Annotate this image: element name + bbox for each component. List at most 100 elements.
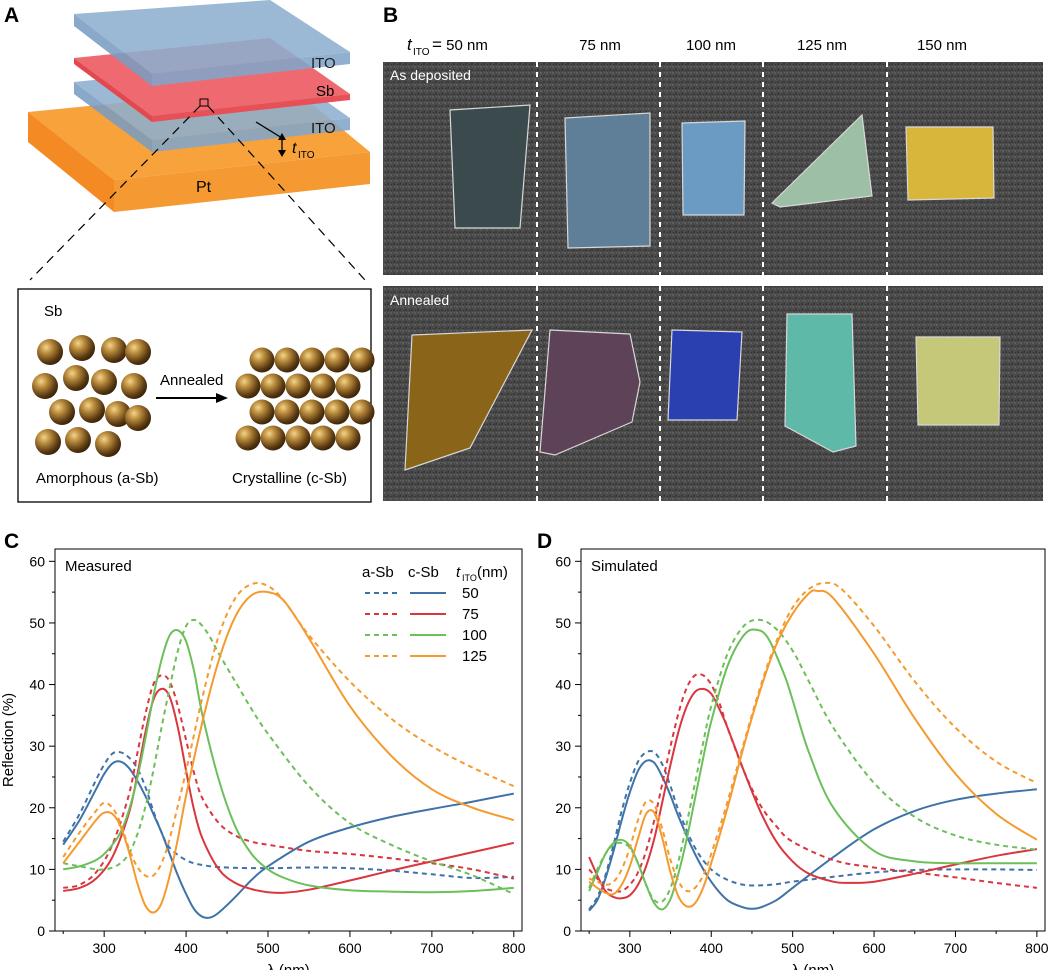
amorphous-atom (121, 373, 147, 399)
thickness-symbol: t (292, 140, 297, 157)
crystalline-atom (260, 425, 286, 451)
thickness-header: 75 nm (579, 37, 621, 54)
annealed-arrow-label: Annealed (160, 372, 223, 389)
photo-annealed: Annealed (383, 286, 1043, 501)
x-tick-label: 300 (92, 940, 116, 956)
sb-inset: Sb Annealed Amorphous (a-Sb) Crystalline… (17, 288, 375, 503)
legend-header-sub: ITO (462, 573, 477, 583)
x-tick-label: 800 (1025, 940, 1049, 956)
crystalline-atom (249, 347, 275, 373)
crystalline-atom (274, 347, 300, 373)
y-tick-label: 30 (555, 738, 571, 754)
samples-as-deposited (449, 104, 995, 249)
crystalline-atom (335, 373, 361, 399)
crystalline-caption: Crystalline (c-Sb) (232, 470, 347, 487)
panel-a: A Pt ITO Sb ITO (4, 0, 375, 503)
panel-b-label: B (383, 4, 398, 27)
crystalline-atom (285, 425, 311, 451)
crystalline-atom (249, 399, 275, 425)
amorphous-atoms (32, 335, 151, 457)
y-tick-label: 50 (555, 615, 571, 631)
plot-frame (54, 548, 523, 932)
crystalline-atom (235, 425, 261, 451)
crystalline-atom (260, 373, 286, 399)
x-tick-label: 400 (700, 940, 724, 956)
crystalline-atom (324, 347, 350, 373)
y-tick-label: 40 (29, 677, 45, 693)
thickness-header: 125 nm (797, 37, 847, 54)
sample-film (905, 126, 995, 201)
amorphous-atom (95, 431, 121, 457)
legend-header-t: t (456, 564, 461, 581)
y-tick-label: 50 (29, 615, 45, 631)
y-tick-label: 30 (29, 738, 45, 754)
thickness-subscript: ITO (298, 150, 315, 161)
y-tick-label: 20 (29, 800, 45, 816)
legend-label: 125 (462, 648, 487, 665)
zoom-line-left (29, 105, 201, 281)
x-tick-label: 700 (944, 940, 968, 956)
pt-label: Pt (196, 179, 212, 196)
thickness-indicator: t ITO (255, 121, 315, 161)
panel-c-label: C (4, 530, 19, 553)
sample-film (770, 113, 873, 208)
amorphous-atom (69, 335, 95, 361)
header-subscript: ITO (413, 47, 430, 58)
legend-header-a: a-Sb (362, 564, 394, 581)
photo-as-deposited: As deposited (383, 62, 1043, 275)
y-tick-label: 60 (555, 553, 571, 569)
sample-film (404, 329, 534, 471)
crystalline-atom (349, 347, 375, 373)
thickness-header: 150 nm (917, 37, 967, 54)
y-tick-label: 40 (555, 677, 571, 693)
crystalline-atom (235, 373, 261, 399)
amorphous-atom (101, 337, 127, 363)
y-tick-label: 20 (555, 800, 571, 816)
series-line-a-Sb-125 (588, 581, 1038, 893)
chart-title: Simulated (591, 558, 658, 575)
amorphous-atom (91, 369, 117, 395)
chart-measured: Measured 300 400 500 600 700 800 0 10 20 30 40 50 60 λ… (0, 548, 526, 970)
sample-film (449, 104, 531, 229)
ito-top-layer: ITO (74, 0, 350, 86)
series-line-a-Sb-75 (63, 674, 515, 889)
samples-annealed (404, 313, 1001, 471)
series-line-a-Sb-50 (588, 749, 1037, 910)
series-line-c-Sb-75 (588, 687, 1038, 900)
header-equals: = (432, 35, 442, 54)
series-group (588, 581, 1038, 912)
x-tick-label: 500 (256, 940, 280, 956)
series-group (62, 582, 515, 919)
sample-film (915, 336, 1001, 426)
crystalline-atom (285, 373, 311, 399)
amorphous-atom (125, 405, 151, 431)
series-line-a-Sb-100 (588, 618, 1038, 904)
crystalline-atoms (235, 347, 375, 451)
x-tick-label: 600 (862, 940, 886, 956)
anneal-arrow-icon (216, 393, 228, 403)
y-axis-label: Reflection (%) (0, 693, 17, 787)
legend-label: 100 (462, 627, 487, 644)
crystalline-atom (274, 399, 300, 425)
amorphous-atom (49, 399, 75, 425)
x-axis-label: λ (nm) (267, 962, 310, 970)
y-tick-label: 10 (555, 861, 571, 877)
y-tick-label: 0 (563, 923, 571, 939)
sample-film (784, 313, 857, 453)
header-symbol: t (407, 35, 413, 54)
crystalline-atom (324, 399, 350, 425)
series-line-c-Sb-100 (588, 628, 1037, 911)
amorphous-atom (35, 429, 61, 455)
y-tick-label: 0 (37, 923, 45, 939)
y-tick-label: 10 (29, 861, 45, 877)
amorphous-atom (65, 427, 91, 453)
thickness-headers: 50 nm 75 nm 100 nm 125 nm 150 nm (446, 37, 967, 54)
plot-frame (580, 548, 1046, 932)
crystalline-atom (299, 399, 325, 425)
x-tick-label: 800 (502, 940, 526, 956)
panel-a-label: A (4, 4, 19, 27)
amorphous-atom (37, 339, 63, 365)
y-tick-label: 60 (29, 553, 45, 569)
crystalline-atom (299, 347, 325, 373)
